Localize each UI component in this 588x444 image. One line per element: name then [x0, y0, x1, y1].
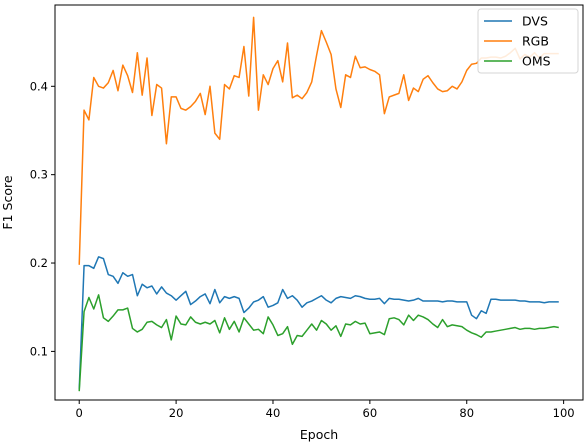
x-tick-label: 60	[363, 406, 378, 420]
legend-label-dvs: DVS	[522, 14, 548, 29]
series-line-dvs	[78, 256, 559, 390]
y-tick-label: 0.4	[30, 79, 48, 93]
x-tick-label: 0	[76, 406, 83, 420]
legend-label-oms: OMS	[522, 54, 551, 69]
legend-box	[477, 8, 579, 74]
y-axis-title: F1 Score	[0, 175, 15, 229]
x-tick-label: 20	[169, 406, 184, 420]
x-tick-label: 80	[459, 406, 474, 420]
x-tick-label: 100	[553, 406, 575, 420]
x-tick-label: 40	[266, 406, 281, 420]
x-axis-ticks: 0 20 40 60 80 100	[76, 400, 575, 420]
y-tick-label: 0.2	[30, 256, 48, 270]
series-line-oms	[78, 294, 559, 392]
y-tick-label: 0.3	[30, 168, 48, 182]
y-axis-ticks: 0.1 0.2 0.3 0.4	[30, 79, 55, 358]
legend-label-rgb: RGB	[522, 34, 549, 49]
y-tick-label: 0.1	[30, 344, 48, 358]
legend: DVS RGB OMS	[477, 8, 579, 74]
x-axis-title: Epoch	[300, 427, 338, 442]
